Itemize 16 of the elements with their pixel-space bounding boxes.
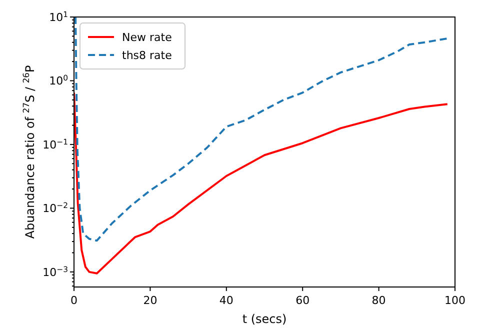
x-tick-label: 60 xyxy=(296,294,310,307)
x-tick-label: 20 xyxy=(143,294,158,307)
x-tick-label: 100 xyxy=(444,294,466,307)
line-series xyxy=(74,92,448,274)
legend-label: ths8 rate xyxy=(122,48,172,62)
x-tick-label: 80 xyxy=(372,294,386,307)
y-tick-label: 10$^{−1}$ xyxy=(42,136,68,152)
y-tick-label: 10$^{−2}$ xyxy=(42,200,68,216)
x-tick-label: 0 xyxy=(70,294,78,307)
line-series xyxy=(74,17,448,242)
y-tick-label: 10$^{−3}$ xyxy=(42,264,68,279)
y-tick-label: 10$^{1}$ xyxy=(49,9,68,24)
y-tick-label: 10$^{0}$ xyxy=(49,73,68,88)
x-axis-title: t (secs) xyxy=(242,312,287,326)
x-tick-label: 40 xyxy=(219,294,234,307)
legend-label: New rate xyxy=(122,30,172,44)
